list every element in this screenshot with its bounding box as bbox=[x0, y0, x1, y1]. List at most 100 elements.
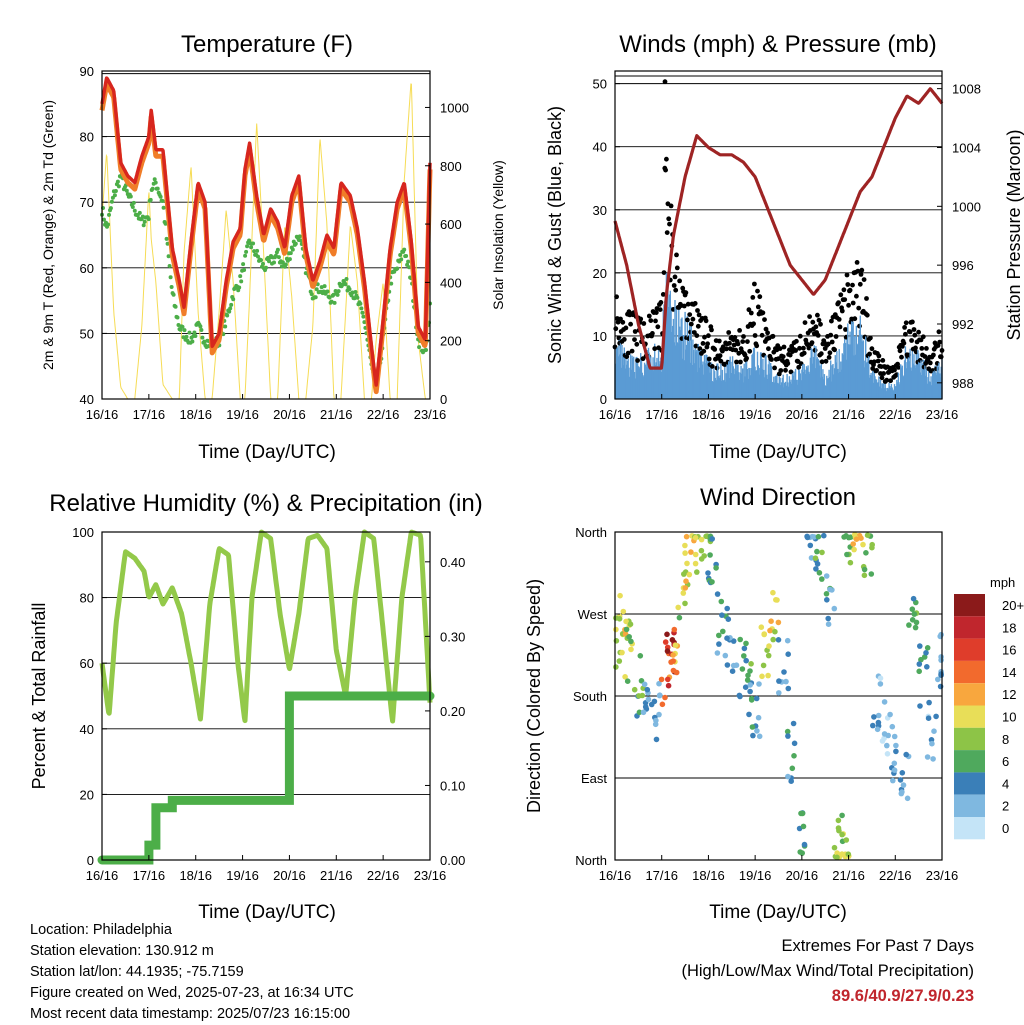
wind-direction-point bbox=[885, 732, 891, 739]
wind-direction-point bbox=[637, 653, 644, 659]
wind-direction-point bbox=[906, 622, 912, 628]
x-tick-label: 18/16 bbox=[179, 868, 212, 883]
wind-direction-point bbox=[893, 742, 899, 749]
gust-point bbox=[683, 290, 689, 296]
legend-swatch bbox=[954, 817, 985, 840]
wind-direction-point bbox=[916, 668, 922, 675]
gust-point bbox=[818, 351, 824, 357]
gust-point bbox=[695, 323, 701, 329]
wind-direction-point bbox=[624, 678, 631, 684]
wind-direction-point bbox=[713, 565, 719, 571]
wind-direction-point bbox=[917, 703, 923, 709]
wind-direction-point bbox=[670, 667, 677, 674]
dewpoint-point bbox=[264, 265, 268, 270]
wind-direction-point bbox=[839, 831, 845, 838]
dewpoint-point bbox=[130, 205, 135, 209]
dewpoint-point bbox=[163, 221, 168, 226]
x-tick-label: 20/16 bbox=[786, 868, 819, 883]
gust-point bbox=[772, 365, 777, 371]
gust-point bbox=[706, 356, 712, 362]
gust-point bbox=[910, 319, 915, 325]
wind-direction-point bbox=[899, 789, 905, 795]
wind-direction-point bbox=[893, 748, 899, 755]
y2-tick-label: 1000 bbox=[952, 199, 981, 214]
y2-tick-label: 996 bbox=[952, 258, 974, 273]
gust-point bbox=[909, 338, 914, 343]
gust-point bbox=[938, 354, 944, 360]
wind-direction-point bbox=[709, 536, 715, 542]
gust-point bbox=[666, 216, 672, 222]
gust-point bbox=[750, 295, 756, 300]
gust-point bbox=[787, 352, 793, 358]
gust-point bbox=[762, 317, 767, 322]
gust-point bbox=[874, 368, 879, 373]
wind-direction-point bbox=[772, 628, 778, 635]
wind-direction-point bbox=[931, 728, 937, 734]
wind-direction-point bbox=[770, 589, 776, 596]
humidity-x-axis-label: Time (Day/UTC) bbox=[198, 902, 336, 923]
wind-direction-point bbox=[645, 696, 652, 703]
winds-x-axis-label: Time (Day/UTC) bbox=[709, 442, 847, 463]
wind-direction-point bbox=[841, 534, 847, 540]
wind-direction-point bbox=[909, 606, 916, 612]
dewpoint-point bbox=[313, 295, 318, 300]
gust-point bbox=[752, 333, 758, 338]
wind-direction-point bbox=[747, 668, 753, 674]
wind-direction-point bbox=[760, 662, 767, 669]
wind-direction-point bbox=[863, 550, 869, 556]
x-tick-label: 20/16 bbox=[273, 407, 306, 422]
gust-point bbox=[823, 358, 829, 364]
y-tick-label: 60 bbox=[80, 656, 94, 671]
wind-direction-point bbox=[641, 681, 648, 688]
dewpoint-point bbox=[325, 289, 330, 294]
wind-direction-point bbox=[720, 628, 726, 635]
dewpoint-point bbox=[298, 238, 303, 243]
gust-point bbox=[855, 268, 861, 274]
gust-point bbox=[638, 316, 644, 322]
x-tick-label: 21/16 bbox=[832, 868, 865, 883]
extremes-block: Extremes For Past 7 Days (High/Low/Max W… bbox=[681, 934, 974, 1009]
y2-tick-label: 0.30 bbox=[440, 629, 465, 644]
x-tick-label: 23/16 bbox=[414, 868, 447, 883]
gust-point bbox=[677, 278, 682, 284]
dewpoint-point bbox=[148, 197, 153, 202]
wind-direction-point bbox=[774, 597, 780, 603]
gust-point bbox=[850, 300, 856, 306]
y-tick-label: 0 bbox=[87, 853, 94, 868]
gust-point bbox=[812, 347, 818, 353]
dewpoint-point bbox=[332, 300, 337, 305]
gust-point bbox=[827, 350, 833, 356]
winds-y-axis-label: Sonic Wind & Gust (Blue, Black) bbox=[545, 106, 565, 364]
wind-direction-point bbox=[924, 664, 930, 670]
gust-point bbox=[788, 369, 794, 375]
wind-direction-point bbox=[651, 698, 658, 705]
temperature-ticks: 16/16 17/16 18/16 19/16 20/16 21/16 22/16 23/16… bbox=[80, 64, 469, 422]
x-tick-label: 17/16 bbox=[645, 407, 678, 422]
wind-direction-point bbox=[759, 673, 765, 680]
winds-plot-frame bbox=[614, 70, 943, 400]
gust-point bbox=[806, 345, 812, 351]
wind-direction-point bbox=[811, 534, 817, 540]
precipitation-line bbox=[97, 691, 435, 865]
gust-point bbox=[664, 230, 670, 236]
wind-direction-point bbox=[831, 844, 838, 851]
gust-point bbox=[744, 355, 749, 361]
wind-direction-point bbox=[613, 664, 619, 670]
wind-direction-point bbox=[861, 572, 868, 579]
dewpoint-point bbox=[314, 287, 319, 292]
gust-point bbox=[703, 318, 709, 324]
gust-point bbox=[733, 347, 739, 353]
wind-direction-point bbox=[816, 570, 823, 576]
dewpoint-point bbox=[182, 328, 187, 333]
gust-point bbox=[692, 301, 698, 306]
gust-point bbox=[836, 300, 841, 305]
wind-direction-point bbox=[870, 722, 876, 729]
wind-direction-point bbox=[665, 676, 671, 683]
gust-point bbox=[888, 378, 893, 384]
wind-direction-point bbox=[814, 548, 820, 555]
dewpoint-point bbox=[165, 241, 170, 246]
humidity-y-axis-label: Percent & Total Rainfall bbox=[29, 603, 49, 790]
y2-tick-label: 800 bbox=[440, 159, 462, 174]
x-tick-label: 23/16 bbox=[926, 407, 959, 422]
gust-point bbox=[793, 348, 798, 353]
